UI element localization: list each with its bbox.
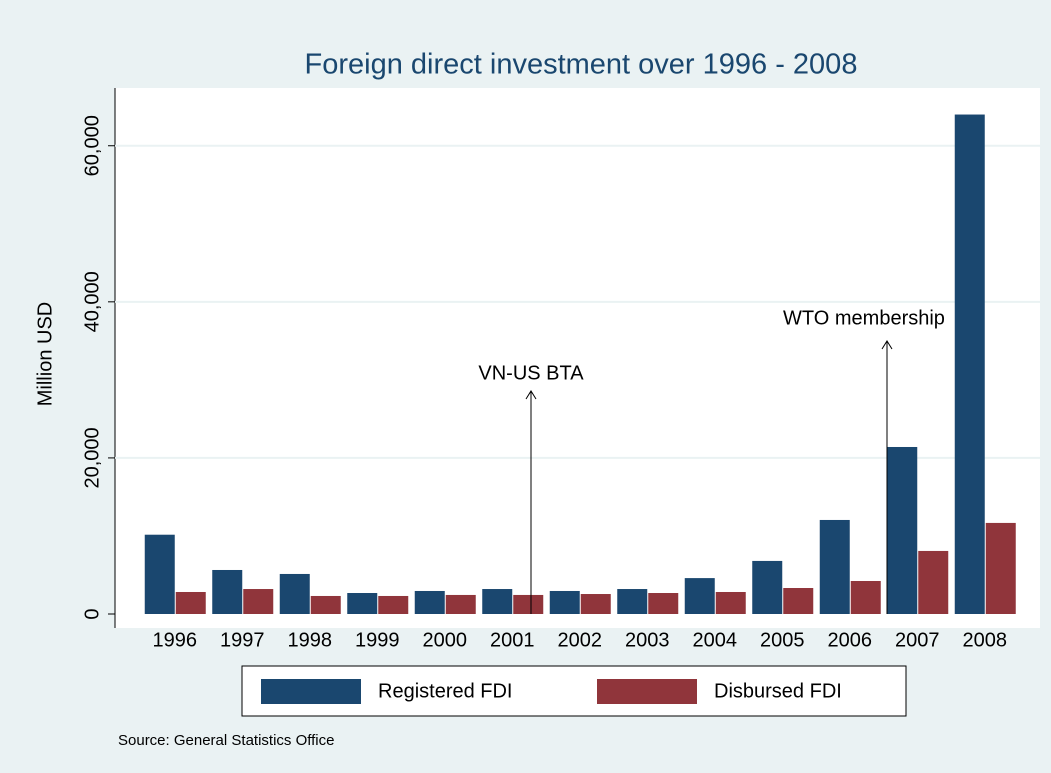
x-tick-label: 2007: [895, 629, 940, 651]
bar: [310, 595, 341, 614]
x-tick-label: 2003: [625, 629, 670, 651]
annotation-arrowhead: [881, 340, 893, 350]
x-tick-label: 2005: [760, 629, 805, 651]
x-tick-label: 1996: [153, 629, 198, 651]
x-tick-label: 1999: [355, 629, 400, 651]
bar: [144, 534, 175, 614]
bar: [684, 578, 715, 614]
chart-title: Foreign direct investment over 1996 - 20…: [305, 49, 858, 81]
x-tick-label: 1998: [288, 629, 333, 651]
bar: [243, 589, 274, 614]
bar: [378, 595, 409, 614]
legend-swatch: [261, 679, 361, 704]
source-note: Source: General Statistics Office: [118, 732, 334, 749]
legend-label: Registered FDI: [378, 680, 513, 702]
x-tick-label: 2000: [423, 629, 468, 651]
x-tick-label: 2006: [828, 629, 873, 651]
bar: [482, 589, 513, 614]
annotation: VN-US BTA: [478, 362, 584, 384]
bar: [617, 589, 648, 614]
bar: [887, 446, 918, 614]
legend: [241, 665, 907, 717]
y-tick-label: 60,000: [81, 115, 103, 176]
y-tick-label: 0: [81, 608, 103, 619]
bar: [850, 580, 881, 614]
bar: [347, 593, 378, 614]
x-tick-label: 2004: [693, 629, 738, 651]
y-axis-label: Million USD: [34, 302, 56, 406]
bar: [279, 573, 310, 614]
bar: [783, 588, 814, 614]
x-tick-label: 2002: [558, 629, 603, 651]
bar: [445, 594, 476, 614]
bar: [918, 550, 949, 614]
legend-label: Disbursed FDI: [714, 680, 842, 702]
y-tick-label: 20,000: [81, 427, 103, 488]
bar: [513, 594, 544, 614]
y-tick-label: 40,000: [81, 271, 103, 332]
bar: [212, 569, 243, 614]
x-tick-label: 2008: [963, 629, 1008, 651]
bar: [954, 114, 985, 615]
bar: [175, 591, 206, 614]
bar: [414, 590, 445, 614]
bar: [752, 560, 783, 614]
x-tick-label: 2001: [490, 629, 535, 651]
annotation-arrowhead: [525, 390, 537, 400]
annotation: WTO membership: [783, 307, 945, 329]
bar: [819, 519, 850, 614]
bar: [985, 522, 1016, 614]
bar: [715, 591, 746, 614]
bar: [648, 593, 679, 614]
x-tick-label: 1997: [220, 629, 265, 651]
bar: [580, 594, 611, 614]
bar: [549, 590, 580, 614]
plot-area: [115, 88, 1040, 628]
legend-swatch: [597, 679, 697, 704]
